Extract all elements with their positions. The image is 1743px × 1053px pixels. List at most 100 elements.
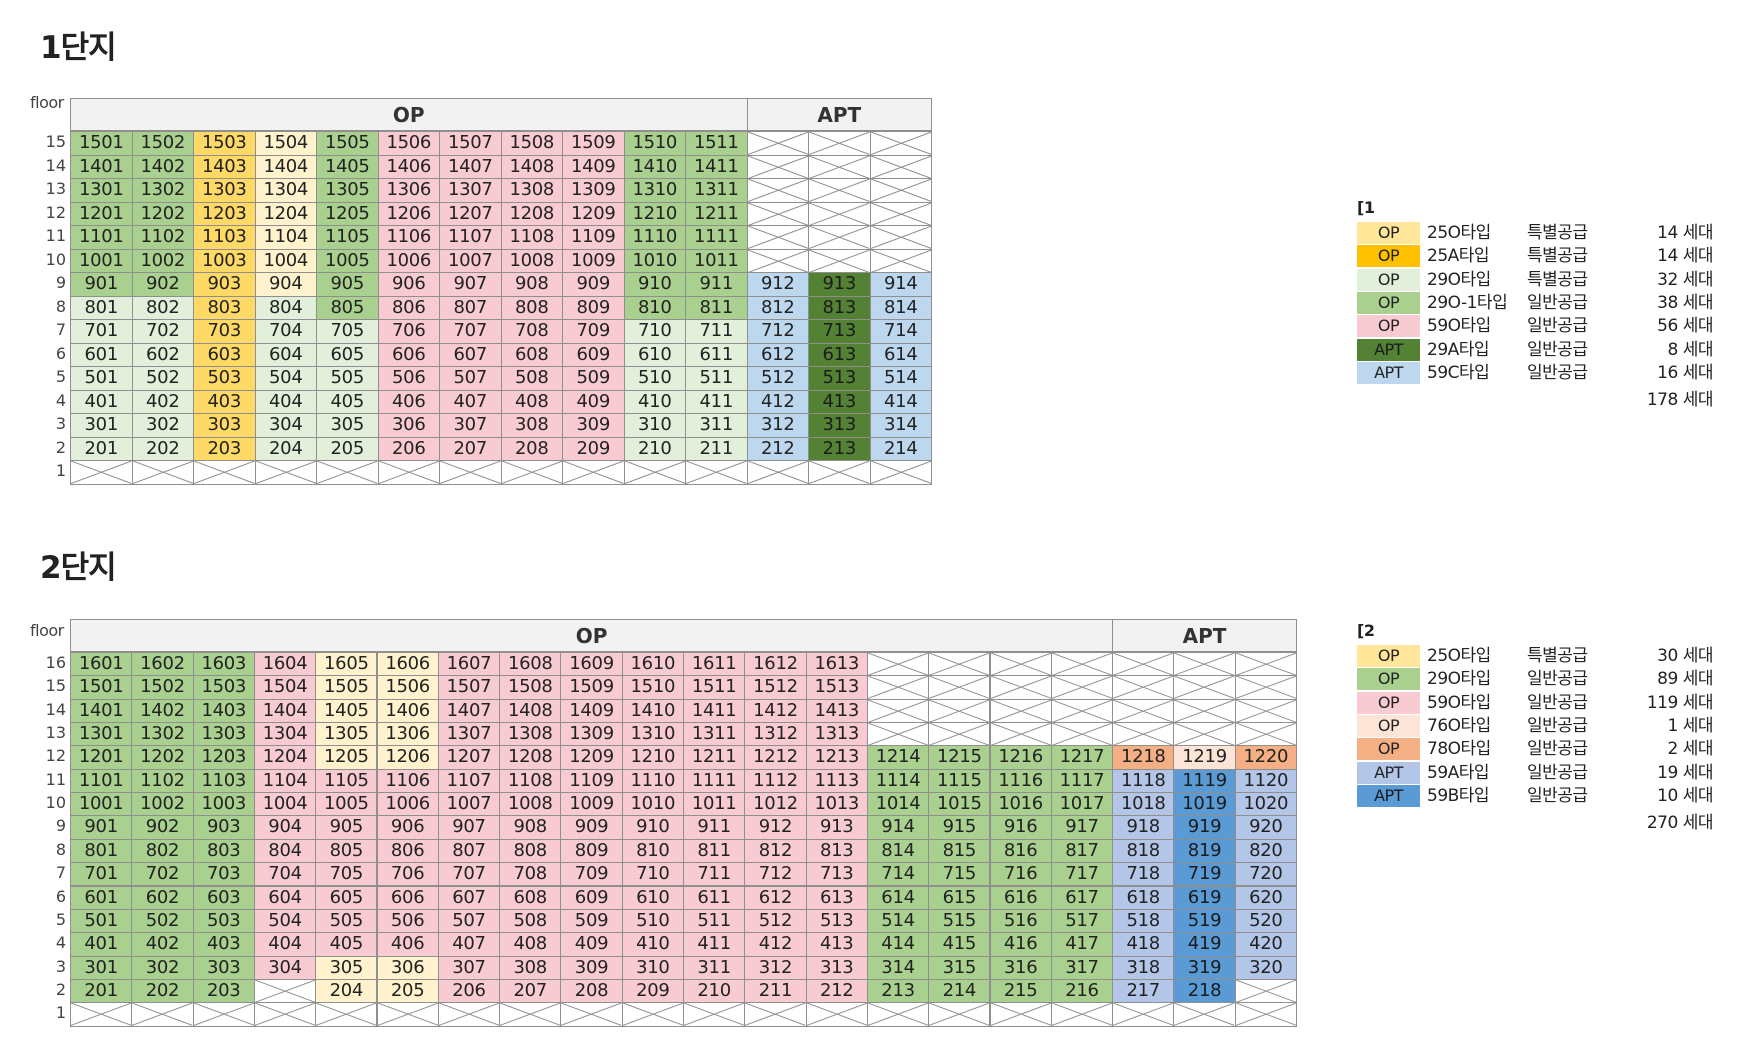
unit-cell: 1207: [439, 201, 502, 226]
unit-cell: 1214: [866, 745, 930, 770]
unavailable-cell: [989, 652, 1052, 677]
unavailable-cell: [500, 460, 563, 485]
unit-cell: 807: [439, 295, 502, 320]
unit-cell: 1016: [989, 792, 1052, 817]
unit-cell: 403: [192, 932, 255, 957]
unit-cell: 1102: [131, 225, 194, 250]
unit-cell: 603: [193, 342, 256, 367]
unit-cell: 508: [499, 908, 562, 934]
legend-count: 30 세대: [1657, 646, 1713, 666]
unavailable-cross-icon: [747, 179, 808, 202]
unit-cell: 1313: [805, 722, 868, 747]
floor-label: 15: [45, 676, 66, 696]
unit-cell: 1512: [744, 675, 807, 700]
legend-item: OP 78O타입 일반공급 2 세대: [1357, 738, 1717, 761]
unit-cell: 901: [70, 815, 133, 840]
unit-cell: 1301: [70, 178, 133, 203]
unit-cell: 608: [500, 342, 563, 367]
unit-cell: 1405: [315, 698, 378, 724]
floor-label: 1: [55, 461, 66, 480]
unavailable-cell: [192, 1002, 255, 1027]
floor-label: 12: [45, 202, 66, 222]
legend-item: OP 29O타입 일반공급 89 세대: [1357, 668, 1717, 691]
unit-cell: 808: [499, 838, 562, 864]
unavailable-cross-icon: [255, 461, 316, 484]
unit-cell: 1109: [560, 768, 623, 794]
unavailable-cell: [1234, 675, 1297, 700]
unavailable-cross-icon: [990, 1003, 1051, 1026]
unit-cell: 713: [805, 862, 868, 887]
legend-swatch: OP: [1357, 645, 1420, 667]
floor-label: 5: [55, 909, 66, 929]
unit-cell: 1411: [685, 154, 748, 179]
unavailable-cell: [928, 675, 991, 700]
unit-cell: 1209: [560, 745, 623, 770]
unit-cell: 204: [254, 436, 317, 461]
legend-type: 29A타입: [1427, 339, 1490, 360]
legend-item: OP 25O타입 특별공급 30 세대: [1357, 645, 1717, 668]
legend-count: 32 세대: [1657, 269, 1713, 290]
unit-cell: 1104: [254, 225, 317, 250]
unit-cell: 802: [131, 295, 194, 320]
unavailable-cell: [928, 652, 991, 677]
apt-header: APT: [746, 98, 932, 131]
unavailable-cell: [805, 1002, 868, 1027]
unit-cell: 716: [989, 862, 1052, 887]
unavailable-cell: [866, 722, 930, 747]
unavailable-cell: [1173, 698, 1236, 724]
unavailable-cross-icon: [1113, 1003, 1174, 1026]
unavailable-cell: [253, 978, 317, 1004]
unavailable-cross-icon: [193, 1003, 254, 1026]
legend-supply-kind: 일반공급: [1527, 715, 1588, 736]
unit-cell: 818: [1112, 838, 1175, 864]
unavailable-cross-icon: [563, 461, 624, 484]
unit-cell: 1103: [193, 225, 256, 250]
unit-cell: 907: [437, 815, 501, 840]
unit-cell: 1201: [70, 201, 133, 226]
unavailable-cell: [621, 1002, 684, 1027]
floor-label: 12: [45, 746, 66, 766]
unit-cell: 1502: [131, 675, 194, 700]
unit-cell: 1219: [1173, 745, 1236, 770]
unavailable-cell: [316, 460, 379, 485]
unit-cell: 507: [437, 908, 501, 934]
unavailable-cell: [439, 460, 502, 485]
unit-cell: 614: [866, 885, 930, 910]
unit-cell: 909: [562, 272, 625, 297]
unavailable-cell: [437, 1002, 501, 1027]
unavailable-cross-icon: [438, 1003, 500, 1026]
unavailable-cross-icon: [254, 1003, 316, 1026]
unit-cell: 1507: [437, 675, 501, 700]
unit-cell: 1505: [315, 675, 378, 700]
legend-supply-kind: 특별공급: [1527, 646, 1588, 666]
unavailable-cell: [685, 460, 748, 485]
unavailable-cell: [746, 201, 809, 226]
unit-cell: 509: [562, 366, 625, 391]
unit-cell: 313: [805, 955, 868, 980]
unit-cell: 1217: [1050, 745, 1114, 770]
unit-cell: 706: [377, 319, 440, 344]
unit-cell: 517: [1050, 908, 1114, 934]
unit-cell: 814: [866, 838, 930, 864]
unavailable-cell: [808, 248, 871, 273]
unit-cell: 401: [70, 932, 133, 957]
unit-cell: 213: [808, 436, 871, 461]
unit-cell: 405: [316, 389, 379, 414]
legend-supply-kind: 특별공급: [1527, 246, 1588, 267]
unit-cell: 704: [253, 862, 317, 887]
legend-supply-kind: 특별공급: [1527, 223, 1588, 243]
unit-cell: 312: [746, 413, 809, 438]
unit-cell: 1117: [1050, 768, 1114, 794]
unit-cell: 711: [683, 862, 746, 887]
op-header: OP: [70, 98, 748, 131]
unit-cell: 302: [131, 955, 194, 980]
unit-cell: 703: [192, 862, 255, 887]
unit-cell: 606: [377, 342, 440, 367]
unit-cell: 501: [70, 908, 133, 934]
unit-cell: 1113: [805, 768, 868, 794]
unit-cell: 1005: [315, 792, 378, 817]
unit-cell: 801: [70, 838, 133, 864]
unit-cell: 417: [1050, 932, 1114, 957]
legend-count: 89 세대: [1657, 669, 1713, 690]
unavailable-cross-icon: [809, 179, 870, 202]
